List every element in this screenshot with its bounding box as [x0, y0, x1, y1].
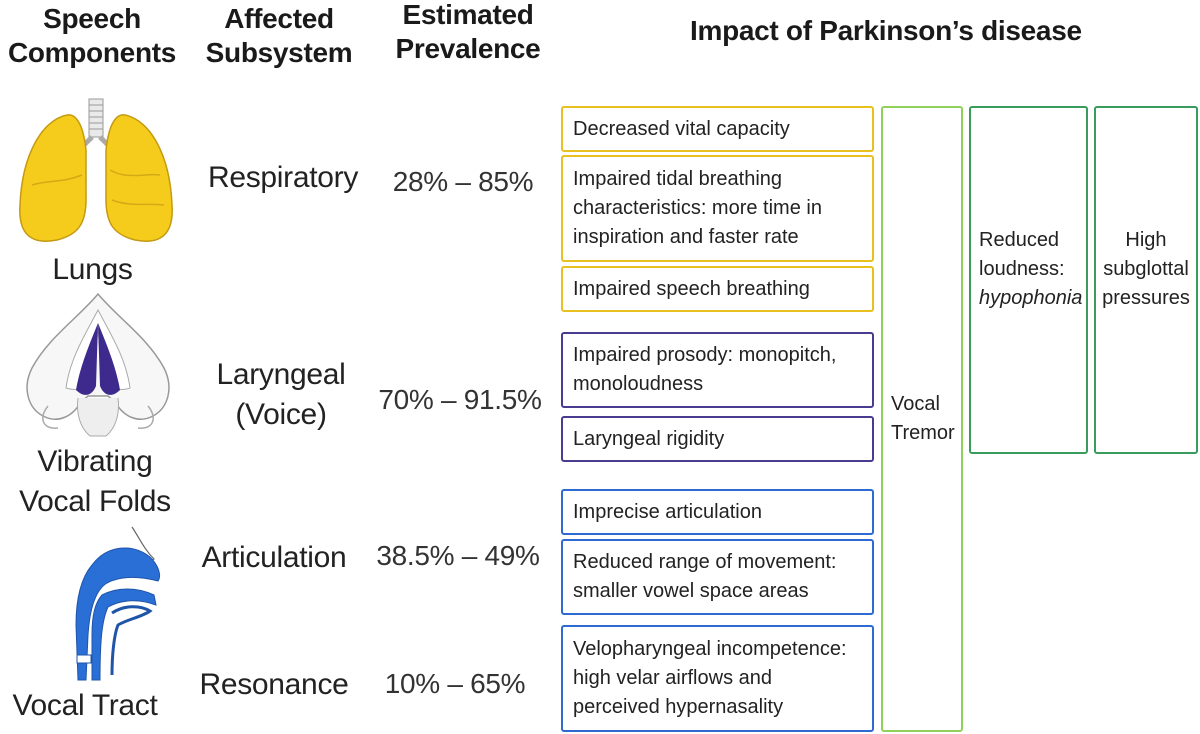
component-vocal-tract: Vocal Tract — [12, 689, 158, 722]
column-vocal-tremor: Vocal Tremor — [881, 106, 963, 732]
header-impact: Impact of Parkinson’s disease — [690, 15, 1082, 46]
impact-laryngeal-rigidity: Laryngeal rigidity — [561, 416, 874, 462]
prevalence-articulation: 38.5% – 49% — [376, 540, 540, 571]
subsystem-laryngeal: Laryngeal (Voice) — [216, 358, 346, 431]
impact-imprecise-articulation: Imprecise articulation — [561, 489, 874, 535]
impact-tidal-breathing: Impaired tidal breathing characteristics… — [561, 155, 874, 262]
lungs-icon — [19, 98, 173, 242]
vocal-folds-icon — [26, 292, 170, 437]
impact-velopharyngeal: Velopharyngeal incompetence: high velar … — [561, 625, 874, 732]
impact-speech-breathing: Impaired speech breathing — [561, 266, 874, 312]
subsystem-resonance: Resonance — [199, 668, 349, 701]
header-speech-components: Speech Components — [7, 3, 177, 68]
vocal-tract-icon — [75, 526, 161, 681]
impact-prosody: Impaired prosody: monopitch, monoloudnes… — [561, 332, 874, 408]
subsystem-articulation: Articulation — [201, 541, 347, 574]
prevalence-respiratory: 28% – 85% — [392, 166, 534, 197]
subsystem-respiratory: Respiratory — [207, 161, 359, 194]
column-subglottal-pressures: High subglottal pressures — [1094, 106, 1198, 454]
header-estimated-prevalence: Estimated Prevalence — [395, 0, 541, 64]
component-vocal-folds: Vibrating Vocal Folds — [19, 445, 171, 518]
header-affected-subsystem: Affected Subsystem — [205, 3, 353, 68]
prevalence-resonance: 10% – 65% — [384, 668, 526, 699]
impact-range-of-movement: Reduced range of movement: smaller vowel… — [561, 539, 874, 615]
impact-decreased-vital-capacity: Decreased vital capacity — [561, 106, 874, 152]
component-lungs: Lungs — [52, 253, 133, 286]
column-reduced-loudness: Reduced loudness: hypophonia — [969, 106, 1088, 454]
prevalence-laryngeal: 70% – 91.5% — [378, 384, 542, 415]
